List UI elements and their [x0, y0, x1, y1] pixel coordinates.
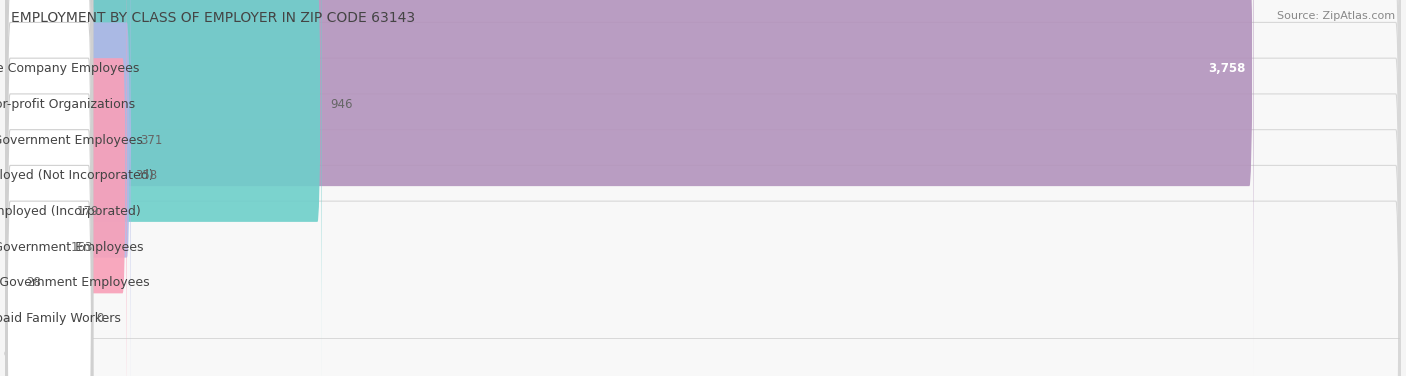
- Text: 163: 163: [70, 241, 93, 254]
- FancyBboxPatch shape: [6, 0, 93, 376]
- Text: 371: 371: [141, 133, 162, 147]
- Bar: [7, 86, 1399, 122]
- Text: Self-Employed (Not Incorporated): Self-Employed (Not Incorporated): [0, 169, 155, 182]
- Bar: [7, 158, 1399, 194]
- Text: 0: 0: [97, 312, 104, 325]
- Text: State Government Employees: State Government Employees: [0, 241, 143, 254]
- Text: Federal Government Employees: Federal Government Employees: [0, 276, 149, 290]
- FancyBboxPatch shape: [6, 0, 127, 376]
- FancyBboxPatch shape: [6, 0, 67, 376]
- FancyBboxPatch shape: [6, 0, 93, 376]
- Text: EMPLOYMENT BY CLASS OF EMPLOYER IN ZIP CODE 63143: EMPLOYMENT BY CLASS OF EMPLOYER IN ZIP C…: [11, 11, 415, 25]
- Text: 946: 946: [330, 98, 353, 111]
- FancyBboxPatch shape: [6, 0, 62, 376]
- FancyBboxPatch shape: [6, 0, 93, 376]
- Bar: [7, 229, 1399, 265]
- FancyBboxPatch shape: [6, 0, 1400, 376]
- FancyBboxPatch shape: [6, 0, 1400, 376]
- Bar: [7, 51, 1399, 86]
- FancyBboxPatch shape: [6, 0, 93, 376]
- FancyBboxPatch shape: [6, 0, 93, 376]
- Text: 28: 28: [27, 276, 41, 290]
- Text: Not-for-profit Organizations: Not-for-profit Organizations: [0, 98, 135, 111]
- FancyBboxPatch shape: [6, 0, 1400, 376]
- FancyBboxPatch shape: [6, 0, 1400, 376]
- FancyBboxPatch shape: [6, 0, 1400, 376]
- FancyBboxPatch shape: [6, 0, 93, 376]
- Bar: [7, 301, 1399, 337]
- Text: 358: 358: [135, 169, 157, 182]
- FancyBboxPatch shape: [6, 0, 93, 376]
- FancyBboxPatch shape: [6, 0, 322, 376]
- Text: Private Company Employees: Private Company Employees: [0, 62, 139, 75]
- FancyBboxPatch shape: [6, 8, 93, 376]
- FancyBboxPatch shape: [6, 0, 17, 376]
- FancyBboxPatch shape: [6, 0, 1400, 376]
- FancyBboxPatch shape: [6, 8, 1400, 376]
- FancyBboxPatch shape: [6, 0, 131, 376]
- Text: Source: ZipAtlas.com: Source: ZipAtlas.com: [1277, 11, 1395, 21]
- Text: 3,758: 3,758: [1209, 62, 1246, 75]
- FancyBboxPatch shape: [6, 0, 1400, 376]
- Bar: [7, 194, 1399, 229]
- Bar: [7, 122, 1399, 158]
- Text: Local Government Employees: Local Government Employees: [0, 133, 143, 147]
- Text: 179: 179: [76, 205, 98, 218]
- FancyBboxPatch shape: [6, 8, 21, 376]
- FancyBboxPatch shape: [6, 0, 1254, 376]
- Bar: [7, 265, 1399, 301]
- Text: Unpaid Family Workers: Unpaid Family Workers: [0, 312, 121, 325]
- Text: Self-Employed (Incorporated): Self-Employed (Incorporated): [0, 205, 141, 218]
